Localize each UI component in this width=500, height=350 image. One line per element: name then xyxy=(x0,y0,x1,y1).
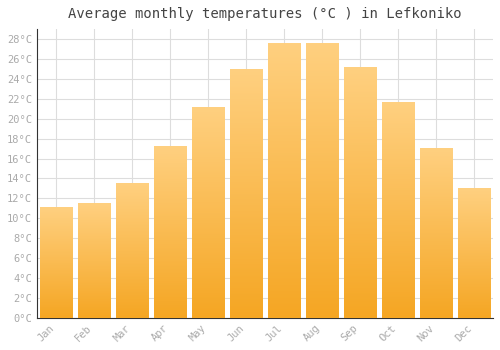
Bar xyxy=(116,183,148,318)
Bar xyxy=(40,207,72,318)
Bar xyxy=(192,108,224,318)
Bar xyxy=(306,43,338,318)
Bar xyxy=(344,67,376,318)
Bar xyxy=(458,188,490,318)
Bar xyxy=(382,103,414,318)
Bar xyxy=(78,203,110,318)
Bar xyxy=(230,69,262,318)
Title: Average monthly temperatures (°C ) in Lefkoniko: Average monthly temperatures (°C ) in Le… xyxy=(68,7,462,21)
Bar xyxy=(154,147,186,318)
Bar xyxy=(268,43,300,318)
Bar xyxy=(420,148,452,318)
